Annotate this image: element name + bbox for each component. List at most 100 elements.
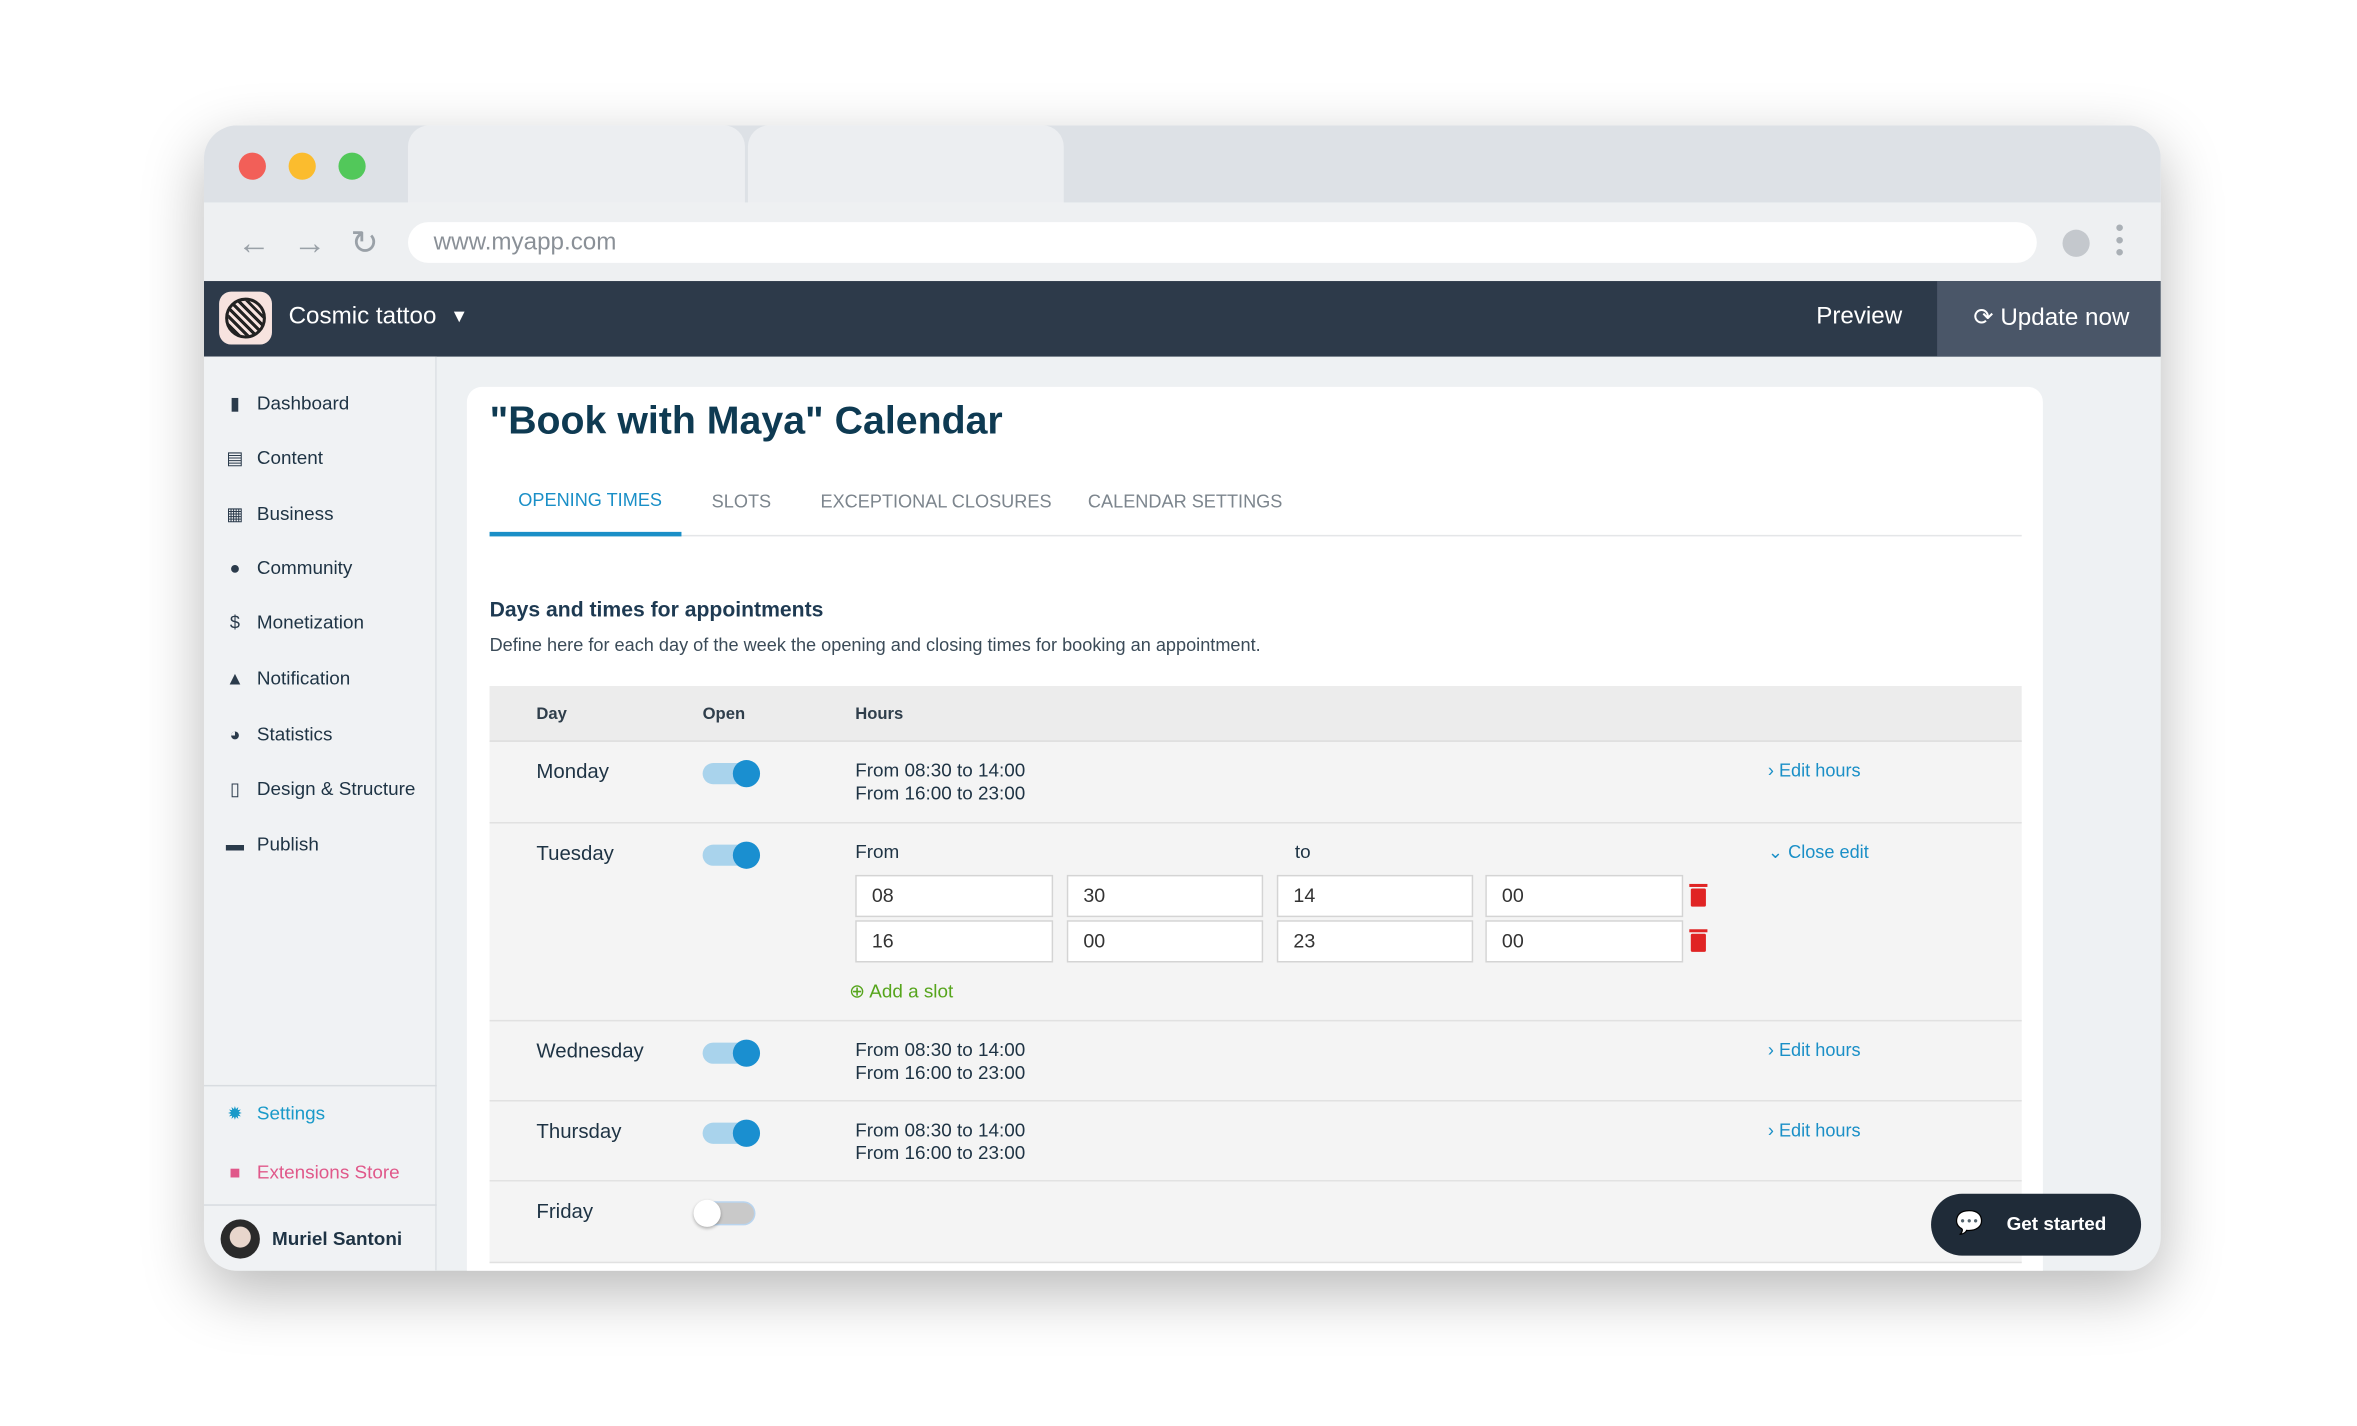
- sidebar-item-content[interactable]: ▤ Content: [225, 447, 323, 468]
- hours-line: From 16:00 to 23:00: [855, 1142, 1026, 1164]
- sidebar-item-community[interactable]: ● Community: [225, 558, 352, 579]
- sidebar-item-monetization[interactable]: $ Monetization: [225, 612, 364, 633]
- hours-text: From 08:30 to 14:00 From 16:00 to 23:00: [855, 760, 1025, 805]
- main-card: "Book with Maya" Calendar OPENING TIMES …: [466, 386, 2043, 1271]
- update-now-button[interactable]: ⟳ Update now: [1937, 281, 2161, 357]
- chevron-down-icon: ⌄: [1767, 841, 1789, 863]
- close-edit-link[interactable]: ⌄ Close edit: [1768, 842, 1869, 863]
- tab-slots[interactable]: SLOTS: [711, 491, 772, 513]
- sidebar-item-notification[interactable]: ▲ Notification: [225, 668, 350, 689]
- dollar-icon: $: [229, 611, 241, 634]
- trash-icon[interactable]: [1689, 929, 1708, 952]
- page-title: "Book with Maya" Calendar: [489, 397, 1003, 443]
- slot1-from-minute-input[interactable]: 30: [1066, 874, 1264, 918]
- label: Dashboard: [256, 392, 350, 415]
- label: Business: [256, 503, 334, 525]
- open-toggle[interactable]: [702, 1119, 761, 1147]
- hours-text: From 08:30 to 14:00 From 16:00 to 23:00: [855, 1120, 1025, 1165]
- chat-icon: 💬: [1955, 1210, 1984, 1236]
- preview-button[interactable]: Preview: [1816, 303, 1903, 330]
- edit-hours-link[interactable]: › Edit hours: [1768, 1120, 1861, 1141]
- refresh-icon: ⟳: [1973, 305, 2001, 331]
- slot1-to-minute-input[interactable]: 00: [1485, 874, 1684, 918]
- day-label: Wednesday: [536, 1039, 644, 1063]
- edit-hours-link[interactable]: › Edit hours: [1768, 1040, 1861, 1061]
- store-icon: ▦: [226, 503, 244, 525]
- slot2-to-minute-input[interactable]: 00: [1485, 920, 1684, 963]
- slot2-from-minute-input[interactable]: 00: [1066, 920, 1264, 963]
- section-description: Define here for each day of the week the…: [489, 634, 1261, 656]
- table-row-monday: Monday From 08:30 to 14:00 From 16:00 to …: [489, 741, 2022, 824]
- pie-chart-icon: ◕: [229, 723, 241, 745]
- col-hours: Hours: [855, 705, 904, 724]
- divider: [203, 1204, 437, 1206]
- slot1-to-hour-input[interactable]: 14: [1276, 874, 1474, 918]
- user-icon: ●: [229, 557, 241, 579]
- chevron-right-icon: ›: [1767, 760, 1779, 782]
- day-label: Monday: [536, 760, 609, 783]
- sidebar-item-publish[interactable]: ▬ Publish: [225, 834, 319, 855]
- label: Add a slot: [869, 980, 954, 1002]
- add-slot-button[interactable]: ⊕ Add a slot: [849, 979, 953, 1002]
- address-bar-row: ← → ↻ www.myapp.com • • •: [203, 202, 2161, 282]
- tabs: OPENING TIMES SLOTS EXCEPTIONAL CLOSURES…: [489, 487, 2022, 537]
- tab-opening-times[interactable]: OPENING TIMES: [518, 489, 663, 511]
- to-label: to: [1294, 841, 1311, 863]
- sidebar-item-extensions[interactable]: ■ Extensions Store: [225, 1161, 400, 1184]
- open-toggle[interactable]: [702, 1039, 761, 1067]
- browser-window: ← → ↻ www.myapp.com • • • Cosmic tattoo ▼ …: [203, 125, 2161, 1271]
- table-row-wednesday: Wednesday From 08:30 to 14:00 From 16:00 …: [489, 1021, 2022, 1102]
- label: Community: [256, 557, 353, 579]
- reload-icon[interactable]: ↻: [350, 223, 379, 262]
- hours-line: From 08:30 to 14:00: [855, 760, 1026, 782]
- menu-dots-icon[interactable]: • • •: [2115, 216, 2124, 266]
- edit-hours-link[interactable]: › Edit hours: [1768, 760, 1861, 781]
- url-input[interactable]: www.myapp.com: [407, 222, 2037, 263]
- slot1-from-hour-input[interactable]: 08: [855, 874, 1054, 918]
- trash-icon[interactable]: [1689, 883, 1708, 907]
- table-header: Day Open Hours: [489, 685, 2022, 742]
- label: Notification: [256, 667, 351, 690]
- table-row-friday: Friday: [489, 1181, 2022, 1264]
- label: Edit hours: [1778, 1119, 1861, 1141]
- hours-line: From 16:00 to 23:00: [855, 1062, 1026, 1084]
- label: Get started: [2006, 1213, 2107, 1235]
- maximize-window-button[interactable]: [338, 152, 366, 180]
- open-toggle[interactable]: [702, 841, 761, 869]
- hours-line: From 16:00 to 23:00: [855, 782, 1026, 804]
- minimize-window-button[interactable]: [288, 152, 316, 180]
- section-title: Days and times for appointments: [489, 596, 824, 622]
- tab-exceptional-closures[interactable]: EXCEPTIONAL CLOSURES: [820, 491, 1052, 513]
- user-profile[interactable]: Muriel Santoni: [220, 1219, 403, 1259]
- label: Extensions Store: [256, 1161, 400, 1184]
- phone-icon: ▯: [229, 778, 240, 800]
- browser-tab[interactable]: [407, 125, 745, 203]
- forward-icon[interactable]: →: [293, 223, 327, 262]
- sidebar-item-dashboard[interactable]: ▮ Dashboard: [225, 393, 349, 414]
- sidebar-item-business[interactable]: ▦ Business: [225, 503, 333, 524]
- user-name: Muriel Santoni: [271, 1228, 403, 1250]
- sidebar-item-design[interactable]: ▯ Design & Structure: [225, 778, 415, 799]
- get-started-button[interactable]: 💬 Get started: [1931, 1193, 2142, 1256]
- chevron-down-icon[interactable]: ▼: [450, 305, 469, 327]
- profile-icon[interactable]: [2062, 229, 2090, 257]
- sidebar-item-statistics[interactable]: ◕ Statistics: [225, 724, 332, 745]
- slot2-to-hour-input[interactable]: 23: [1276, 920, 1474, 963]
- slot2-from-hour-input[interactable]: 16: [855, 920, 1054, 963]
- browser-tab[interactable]: [747, 125, 1064, 203]
- sidebar-item-settings[interactable]: ✹ Settings: [225, 1103, 325, 1124]
- close-window-button[interactable]: [238, 152, 266, 180]
- back-icon[interactable]: ←: [237, 223, 271, 262]
- label: Publish: [256, 834, 319, 856]
- plus-circle-icon: ⊕: [849, 980, 870, 1002]
- open-toggle[interactable]: [702, 760, 761, 788]
- tab-calendar-settings[interactable]: CALENDAR SETTINGS: [1087, 491, 1283, 513]
- app-header: Cosmic tattoo ▼ Preview ⟳ Update now: [203, 281, 2161, 357]
- label: Edit hours: [1778, 1039, 1861, 1061]
- brand-name[interactable]: Cosmic tattoo: [288, 303, 437, 330]
- open-toggle[interactable]: [693, 1199, 754, 1227]
- hours-line: From 08:30 to 14:00: [855, 1039, 1026, 1061]
- label: Monetization: [256, 611, 364, 634]
- update-label: Update now: [2000, 305, 2130, 331]
- label: Content: [256, 447, 324, 469]
